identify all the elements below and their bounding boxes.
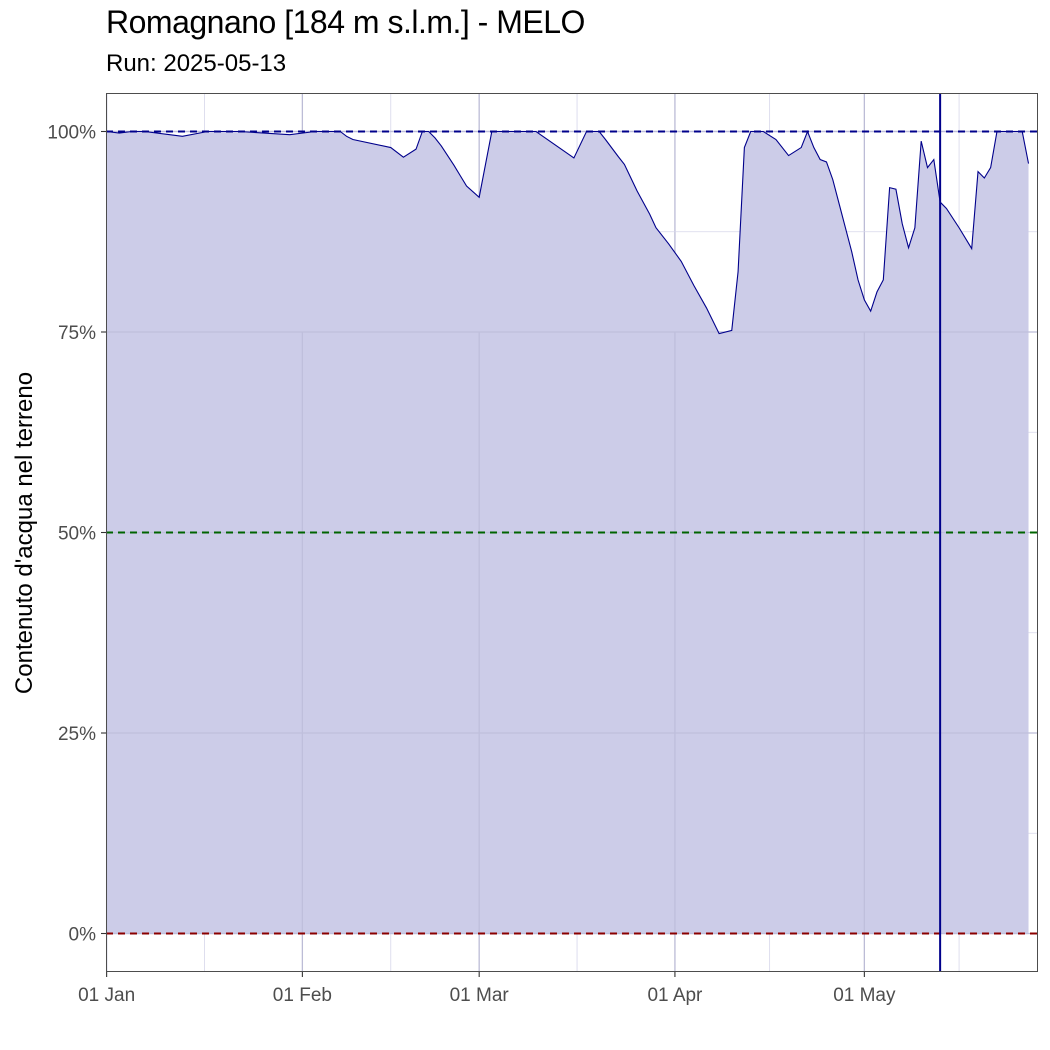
- x-tick-label: 01 Mar: [450, 985, 510, 1006]
- chart-title: Romagnano [184 m s.l.m.] - MELO: [106, 4, 585, 40]
- plot-panel-border: [106, 93, 1038, 972]
- soil-moisture-line: [106, 129, 1030, 335]
- x-tick-label: 01 Jan: [78, 985, 135, 1006]
- axes: 01 Jan 01 Feb 01 Mar 01 Apr 01 May 0% 25% 50% 75…: [47, 122, 896, 1006]
- y-tick-label: 75%: [58, 323, 96, 344]
- chart-subtitle: Run: 2025-05-13: [106, 50, 287, 77]
- series-line-layer: [106, 93, 1030, 972]
- y-tick-label: 100%: [47, 122, 96, 143]
- x-tick-label: 01 Apr: [647, 985, 703, 1006]
- y-tick-label: 25%: [58, 724, 96, 745]
- y-axis-label: Contenuto d'acqua nel terreno: [11, 372, 38, 694]
- y-tick-label: 0%: [69, 925, 97, 946]
- x-tick-label: 01 May: [833, 985, 896, 1006]
- x-tick-label: 01 Feb: [273, 985, 332, 1006]
- y-tick-label: 50%: [58, 524, 96, 545]
